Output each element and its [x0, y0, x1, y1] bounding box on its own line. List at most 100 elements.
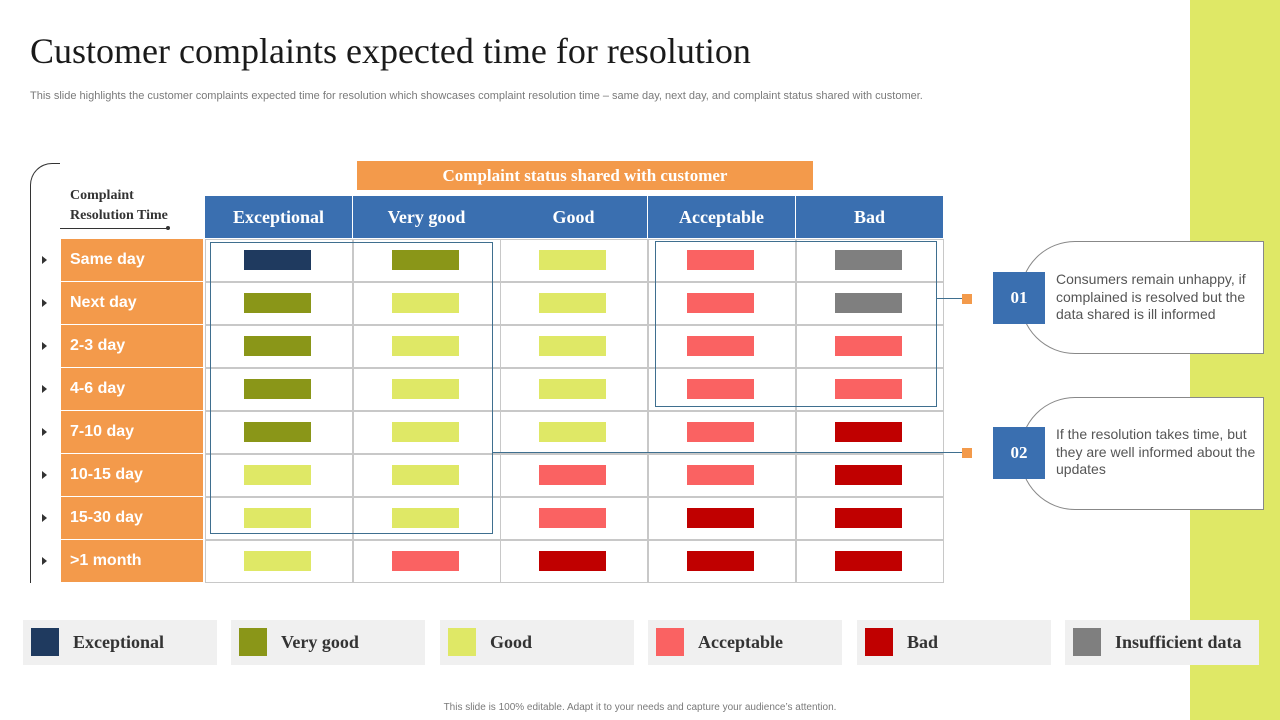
- row-header-bracket: [30, 163, 60, 583]
- status-swatch-bad: [539, 551, 606, 571]
- status-swatch-acceptable: [539, 465, 606, 485]
- status-swatch-good: [244, 551, 311, 571]
- status-swatch-good: [392, 422, 459, 442]
- row-header-underline: [60, 228, 168, 229]
- callout-box-01: [1020, 241, 1264, 354]
- row-expand-arrow-icon: [42, 342, 47, 350]
- connector-marker-01: [962, 294, 972, 304]
- status-swatch-acceptable: [687, 336, 754, 356]
- row-label: 10-15 day: [61, 454, 203, 496]
- row-expand-arrow-icon: [42, 299, 47, 307]
- decorative-side-band: [1190, 0, 1280, 720]
- row-label: 7-10 day: [61, 411, 203, 453]
- row-expand-arrow-icon: [42, 428, 47, 436]
- row-expand-arrow-icon: [42, 557, 47, 565]
- legend-item-acceptable: Acceptable: [648, 620, 842, 665]
- status-swatch-bad: [835, 422, 902, 442]
- status-swatch-good: [539, 379, 606, 399]
- column-header-very-good: Very good: [353, 196, 501, 238]
- status-swatch-good: [244, 465, 311, 485]
- status-swatch-good: [392, 379, 459, 399]
- callout-box-02: [1020, 397, 1264, 510]
- row-expand-arrow-icon: [42, 471, 47, 479]
- page-title: Customer complaints expected time for re…: [30, 31, 751, 71]
- status-swatch-bad: [835, 551, 902, 571]
- legend-swatch: [239, 628, 267, 656]
- column-header-good: Good: [500, 196, 648, 238]
- status-banner: Complaint status shared with customer: [357, 161, 813, 190]
- legend-item-exceptional: Exceptional: [23, 620, 217, 665]
- connector-line-01: [937, 298, 967, 299]
- matrix-cell: [796, 497, 944, 540]
- legend-swatch: [448, 628, 476, 656]
- status-swatch-acceptable: [687, 293, 754, 313]
- legend-swatch: [1073, 628, 1101, 656]
- row-label: >1 month: [61, 540, 203, 582]
- status-swatch-good: [539, 422, 606, 442]
- row-label: Same day: [61, 239, 203, 281]
- status-swatch-bad: [687, 508, 754, 528]
- legend-item-good: Good: [440, 620, 634, 665]
- status-swatch-good: [392, 336, 459, 356]
- status-swatch-very-good: [244, 336, 311, 356]
- status-swatch-very-good: [244, 422, 311, 442]
- matrix-cell: [353, 497, 501, 540]
- status-swatch-bad: [687, 551, 754, 571]
- row-label: 2-3 day: [61, 325, 203, 367]
- status-swatch-acceptable: [539, 508, 606, 528]
- row-label: Next day: [61, 282, 203, 324]
- callout-number-01: 01: [993, 272, 1045, 324]
- matrix-cell: [796, 325, 944, 368]
- status-swatch-bad: [835, 508, 902, 528]
- status-swatch-acceptable: [687, 250, 754, 270]
- status-swatch-good: [539, 293, 606, 313]
- status-swatch-good: [539, 336, 606, 356]
- column-header-acceptable: Acceptable: [648, 196, 796, 238]
- status-swatch-good: [244, 508, 311, 528]
- legend-item-very-good: Very good: [231, 620, 425, 665]
- connector-marker-02: [962, 448, 972, 458]
- status-swatch-good: [392, 508, 459, 528]
- legend-item-bad: Bad: [857, 620, 1051, 665]
- status-swatch-acceptable: [687, 379, 754, 399]
- callout-number-02: 02: [993, 427, 1045, 479]
- status-swatch-very-good: [244, 379, 311, 399]
- legend-label: Bad: [907, 632, 939, 652]
- status-swatch-acceptable: [687, 465, 754, 485]
- status-swatch-acceptable: [392, 551, 459, 571]
- row-label: 4-6 day: [61, 368, 203, 410]
- callout-text-01: Consumers remain unhappy, if complained …: [1056, 271, 1246, 322]
- row-header-label: Complaint Resolution Time: [70, 188, 168, 223]
- status-swatch-very-good: [244, 293, 311, 313]
- row-expand-arrow-icon: [42, 514, 47, 522]
- legend-swatch: [656, 628, 684, 656]
- legend-label: Exceptional: [73, 632, 165, 652]
- highlight-box-informed: [210, 242, 493, 534]
- status-swatch-bad: [835, 465, 902, 485]
- status-swatch-acceptable: [835, 336, 902, 356]
- status-swatch-insufficient: [835, 250, 902, 270]
- status-swatch-acceptable: [687, 422, 754, 442]
- legend-label: Very good: [281, 632, 359, 652]
- status-swatch-very-good: [392, 250, 459, 270]
- row-expand-arrow-icon: [42, 256, 47, 264]
- highlight-box-ill-informed: [655, 241, 937, 407]
- row-label: 15-30 day: [61, 497, 203, 539]
- slide-subtitle: This slide highlights the customer compl…: [30, 90, 923, 102]
- status-swatch-insufficient: [835, 293, 902, 313]
- legend-label: Acceptable: [698, 632, 783, 652]
- matrix-cell: [796, 368, 944, 411]
- status-swatch-good: [392, 293, 459, 313]
- column-header-bad: Bad: [796, 196, 944, 238]
- status-swatch-good: [539, 250, 606, 270]
- status-swatch-good: [392, 465, 459, 485]
- legend-label: Good: [490, 632, 533, 652]
- status-swatch-exceptional: [244, 250, 311, 270]
- legend-swatch: [31, 628, 59, 656]
- connector-line-02: [493, 452, 967, 453]
- footer-note: This slide is 100% editable. Adapt it to…: [443, 702, 837, 713]
- column-header-exceptional: Exceptional: [205, 196, 353, 238]
- row-header-dot: [166, 226, 170, 230]
- legend-label: Insufficient data: [1115, 632, 1242, 652]
- legend-swatch: [865, 628, 893, 656]
